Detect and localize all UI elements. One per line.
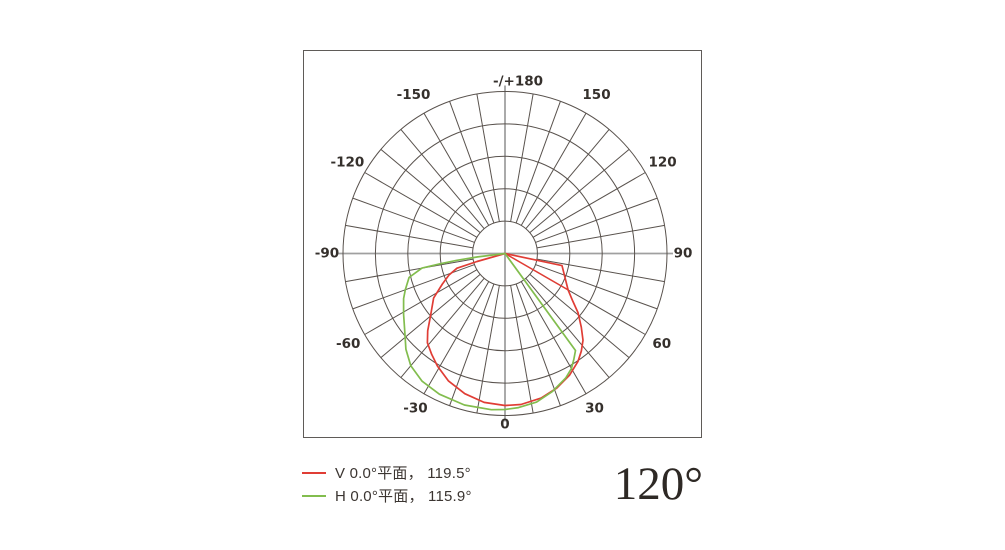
polar-chart-frame bbox=[303, 50, 702, 438]
legend: V 0.0°平面， 119.5° H 0.0°平面， 115.9° bbox=[302, 461, 472, 507]
legend-label-v-plane: V 0.0°平面， 119.5° bbox=[335, 465, 471, 482]
legend-item-h-plane: H 0.0°平面， 115.9° bbox=[302, 484, 472, 507]
legend-label-h-plane: H 0.0°平面， 115.9° bbox=[335, 488, 472, 505]
legend-swatch-v-plane bbox=[302, 471, 326, 474]
legend-item-v-plane: V 0.0°平面， 119.5° bbox=[302, 461, 472, 484]
beam-angle-value: 120° bbox=[613, 458, 703, 510]
legend-swatch-h-plane bbox=[302, 494, 326, 497]
